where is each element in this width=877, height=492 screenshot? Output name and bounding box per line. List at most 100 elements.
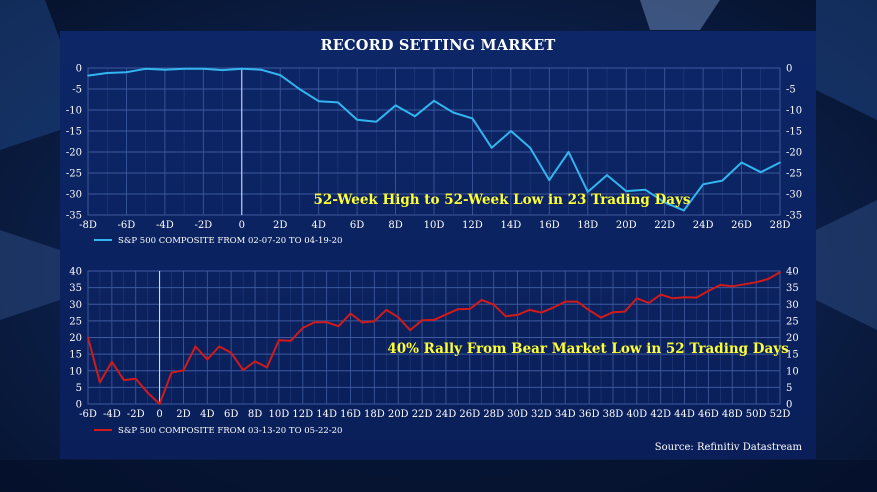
x-tick-label: 20D <box>616 220 637 231</box>
y-tick-label-left: -15 <box>66 127 82 138</box>
x-tick-label: 6D <box>224 409 238 420</box>
y-tick-label-right: -20 <box>786 148 802 159</box>
data-point <box>719 284 722 286</box>
data-point <box>644 188 647 191</box>
y-tick-label-right: 20 <box>786 333 799 344</box>
data-point <box>659 293 662 296</box>
data-point <box>767 278 769 280</box>
data-point <box>106 72 109 74</box>
data-point <box>671 297 674 300</box>
y-tick-label-right: -15 <box>786 127 802 138</box>
data-point <box>707 290 710 292</box>
data-point <box>194 345 197 348</box>
y-tick-label-right: -10 <box>786 106 802 117</box>
data-point <box>125 71 128 74</box>
data-point <box>740 161 743 164</box>
data-point <box>421 319 423 322</box>
data-point <box>743 283 746 286</box>
data-point <box>144 67 147 70</box>
x-tick-label: 26D <box>731 220 752 231</box>
data-point <box>504 315 507 318</box>
chart-panel: RECORD SETTING MARKET 0 0 -5 -5 -10 -10 -15 -15… <box>60 31 816 459</box>
data-point <box>279 74 282 77</box>
x-tick-label: 36D <box>579 409 600 420</box>
y-tick-label-left: 40 <box>69 267 82 278</box>
x-tick-label: -4D <box>103 409 121 420</box>
x-tick-label: 50D <box>746 409 767 420</box>
data-point <box>480 299 483 301</box>
data-point <box>87 336 89 339</box>
data-point <box>413 115 416 118</box>
data-point <box>260 68 262 71</box>
data-point <box>625 190 628 192</box>
y-tick-label-left: 25 <box>69 316 82 327</box>
x-tick-label: -2D <box>194 220 212 231</box>
data-point <box>298 88 301 90</box>
data-point <box>759 171 762 174</box>
data-point <box>433 318 435 321</box>
data-point <box>87 74 89 77</box>
x-tick-label: 4D <box>200 409 214 420</box>
x-tick-label: 10D <box>269 409 290 420</box>
data-point <box>567 151 570 153</box>
y-tick-label-left: 15 <box>69 350 82 361</box>
data-point <box>452 111 455 114</box>
data-point <box>529 146 532 149</box>
y-tick-label-right: 40 <box>786 267 799 278</box>
data-point <box>218 345 221 348</box>
page-title: RECORD SETTING MARKET <box>320 37 556 54</box>
data-point <box>755 281 758 284</box>
data-point <box>373 320 376 323</box>
data-point <box>325 321 328 324</box>
data-point <box>456 308 459 311</box>
y-tick-label-right: 35 <box>786 283 799 294</box>
x-tick-label: 16D <box>340 409 361 420</box>
data-point <box>588 309 591 312</box>
y-tick-label-right: 0 <box>786 64 792 75</box>
y-tick-label-left: 0 <box>76 64 82 75</box>
data-point <box>122 379 125 381</box>
x-tick-label: 12D <box>292 409 313 420</box>
x-tick-label: 34D <box>555 409 576 420</box>
data-point <box>695 296 698 299</box>
x-tick-label: 24D <box>436 409 457 420</box>
y-tick-label-left: 20 <box>69 333 82 344</box>
data-point <box>586 191 589 193</box>
x-tick-label: -2D <box>127 409 145 420</box>
x-tick-label: 20D <box>388 409 409 420</box>
data-point <box>349 312 352 315</box>
x-tick-label: 44D <box>674 409 695 420</box>
y-tick-label-left: 0 <box>76 400 82 411</box>
x-tick-label: 28D <box>483 409 504 420</box>
data-point <box>683 296 686 299</box>
data-point <box>663 201 666 204</box>
data-point <box>623 310 626 313</box>
data-point <box>242 369 245 371</box>
data-point <box>356 118 359 121</box>
x-tick-label: 10D <box>424 220 445 231</box>
x-tick-label: 22D <box>412 409 433 420</box>
y-tick-label-right: -35 <box>786 211 802 222</box>
y-tick-label-right: -30 <box>786 190 802 201</box>
data-point <box>277 339 280 342</box>
x-tick-label: 30D <box>507 409 528 420</box>
data-point <box>635 297 638 300</box>
data-point <box>317 100 320 103</box>
data-point <box>183 67 186 70</box>
y-tick-label-right: 30 <box>786 300 799 311</box>
x-tick-label: 38D <box>603 409 624 420</box>
data-point <box>99 381 101 384</box>
data-point <box>254 360 256 363</box>
x-tick-label: -4D <box>156 220 174 231</box>
chart-1: 0 0-5 -5-10 -10-15 -15-20 -20-25 -25-30 -30-35-… <box>66 64 802 247</box>
y-tick-label-left: 5 <box>76 383 82 394</box>
data-point <box>134 377 137 380</box>
chart-2: 0 0 5 5 10 10 15 15 20 20 25 25 30 30 35 35 40 40 -6D -4D -2… <box>69 267 798 437</box>
x-tick-label: 32D <box>531 409 552 420</box>
data-point <box>576 300 579 303</box>
data-point <box>490 146 493 149</box>
data-point <box>600 316 602 319</box>
data-point <box>540 311 543 314</box>
y-tick-label-right: 25 <box>786 316 799 327</box>
data-point <box>509 130 512 132</box>
